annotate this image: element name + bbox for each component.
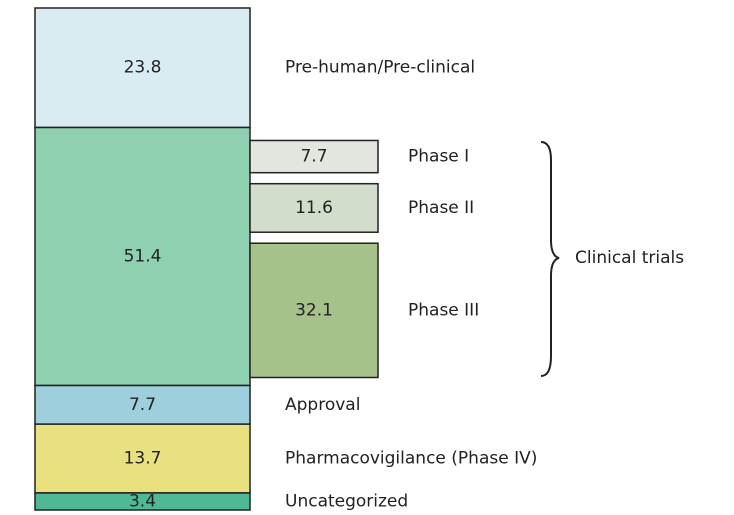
sub-value-label: 7.7	[300, 147, 327, 167]
segment-label: Approval	[285, 395, 360, 415]
segment	[34, 492, 251, 511]
sub-segment	[249, 182, 379, 233]
segment	[34, 7, 251, 129]
value-label: 3.4	[129, 491, 156, 511]
value-label: 23.8	[124, 58, 162, 78]
segment	[34, 384, 251, 425]
value-label: 13.7	[124, 449, 162, 469]
sub-segment	[249, 139, 379, 174]
segment-label: Pre-human/Pre-clinical	[285, 58, 475, 78]
bracket	[540, 141, 560, 377]
segment-label: Pharmacovigilance (Phase IV)	[285, 449, 537, 469]
segment-label: Uncategorized	[285, 491, 408, 511]
sub-label: Phase III	[408, 300, 479, 320]
value-label: 7.7	[129, 395, 156, 415]
value-label: 51.4	[124, 246, 162, 266]
sub-label: Phase I	[408, 147, 469, 167]
sub-value-label: 32.1	[295, 300, 333, 320]
sub-segment	[249, 242, 379, 379]
sub-value-label: 11.6	[295, 198, 333, 218]
segment	[34, 126, 251, 387]
sub-label: Phase II	[408, 198, 474, 218]
bracket-label: Clinical trials	[575, 248, 684, 268]
